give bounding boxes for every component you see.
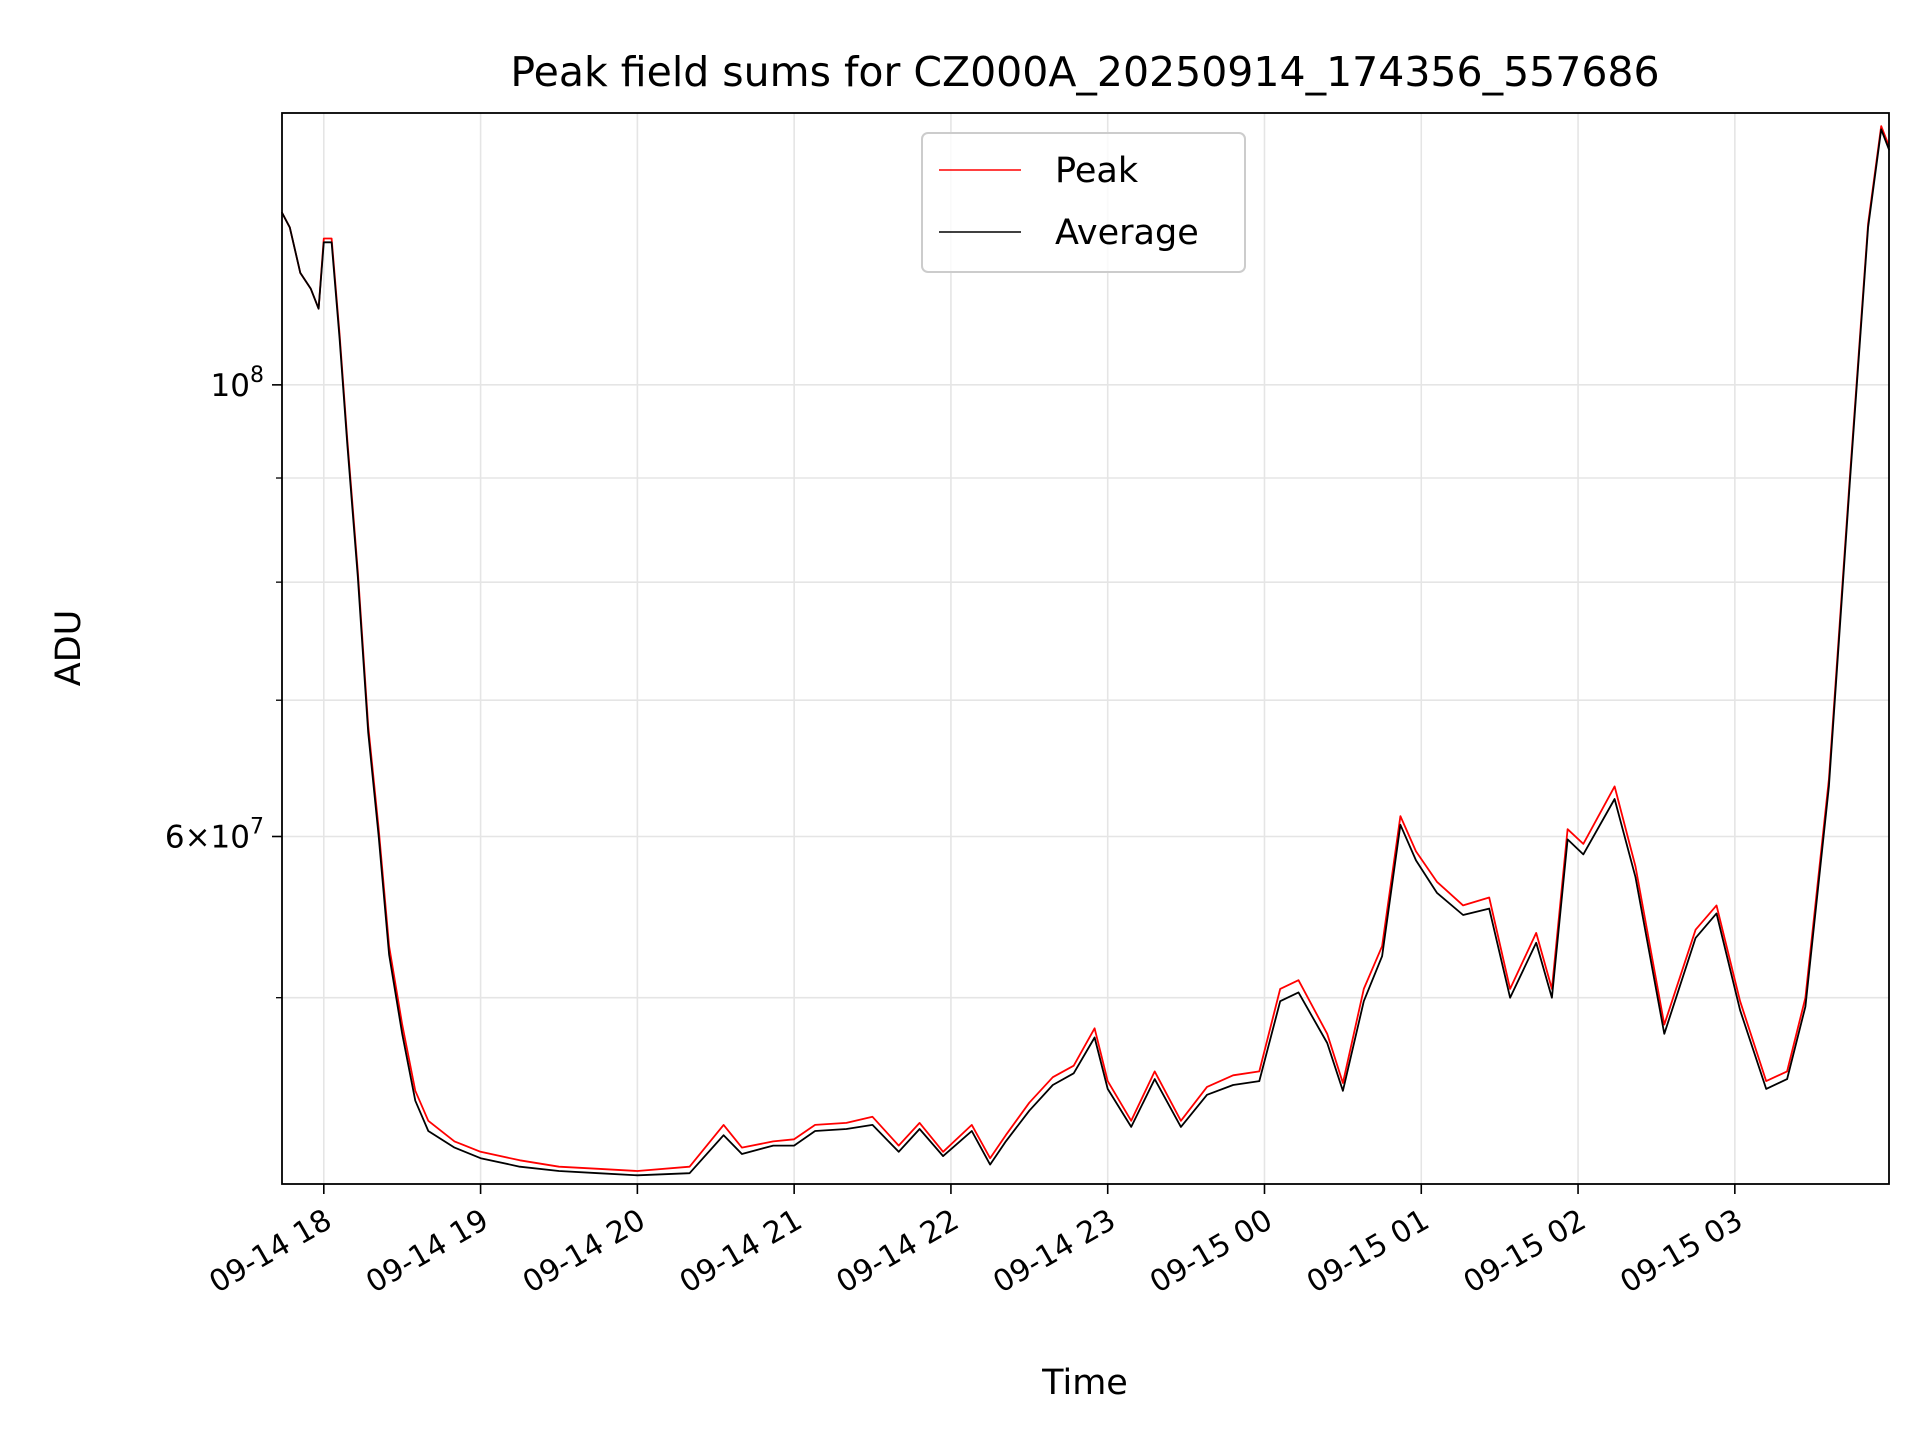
plot-area-frame [281,112,1890,1185]
legend: Peak Average [921,132,1246,273]
legend-label-peak: Peak [1055,151,1139,191]
grid [282,113,1889,1184]
series-line-peak [281,125,1890,1172]
series-lines [281,125,1890,1177]
y-tick-label: 6×107 [165,814,264,855]
y-axis-label: ADU [49,610,89,687]
series-line-average [281,128,1890,1177]
x-axis-label: Time [1041,1363,1128,1403]
y-tick-label: 108 [211,363,264,404]
chart-title: Peak field sums for CZ000A_20250914_1743… [510,48,1659,96]
legend-box [921,132,1246,273]
legend-label-average: Average [1055,213,1199,253]
y-axis-ticks: 108 6×107 [165,363,282,999]
